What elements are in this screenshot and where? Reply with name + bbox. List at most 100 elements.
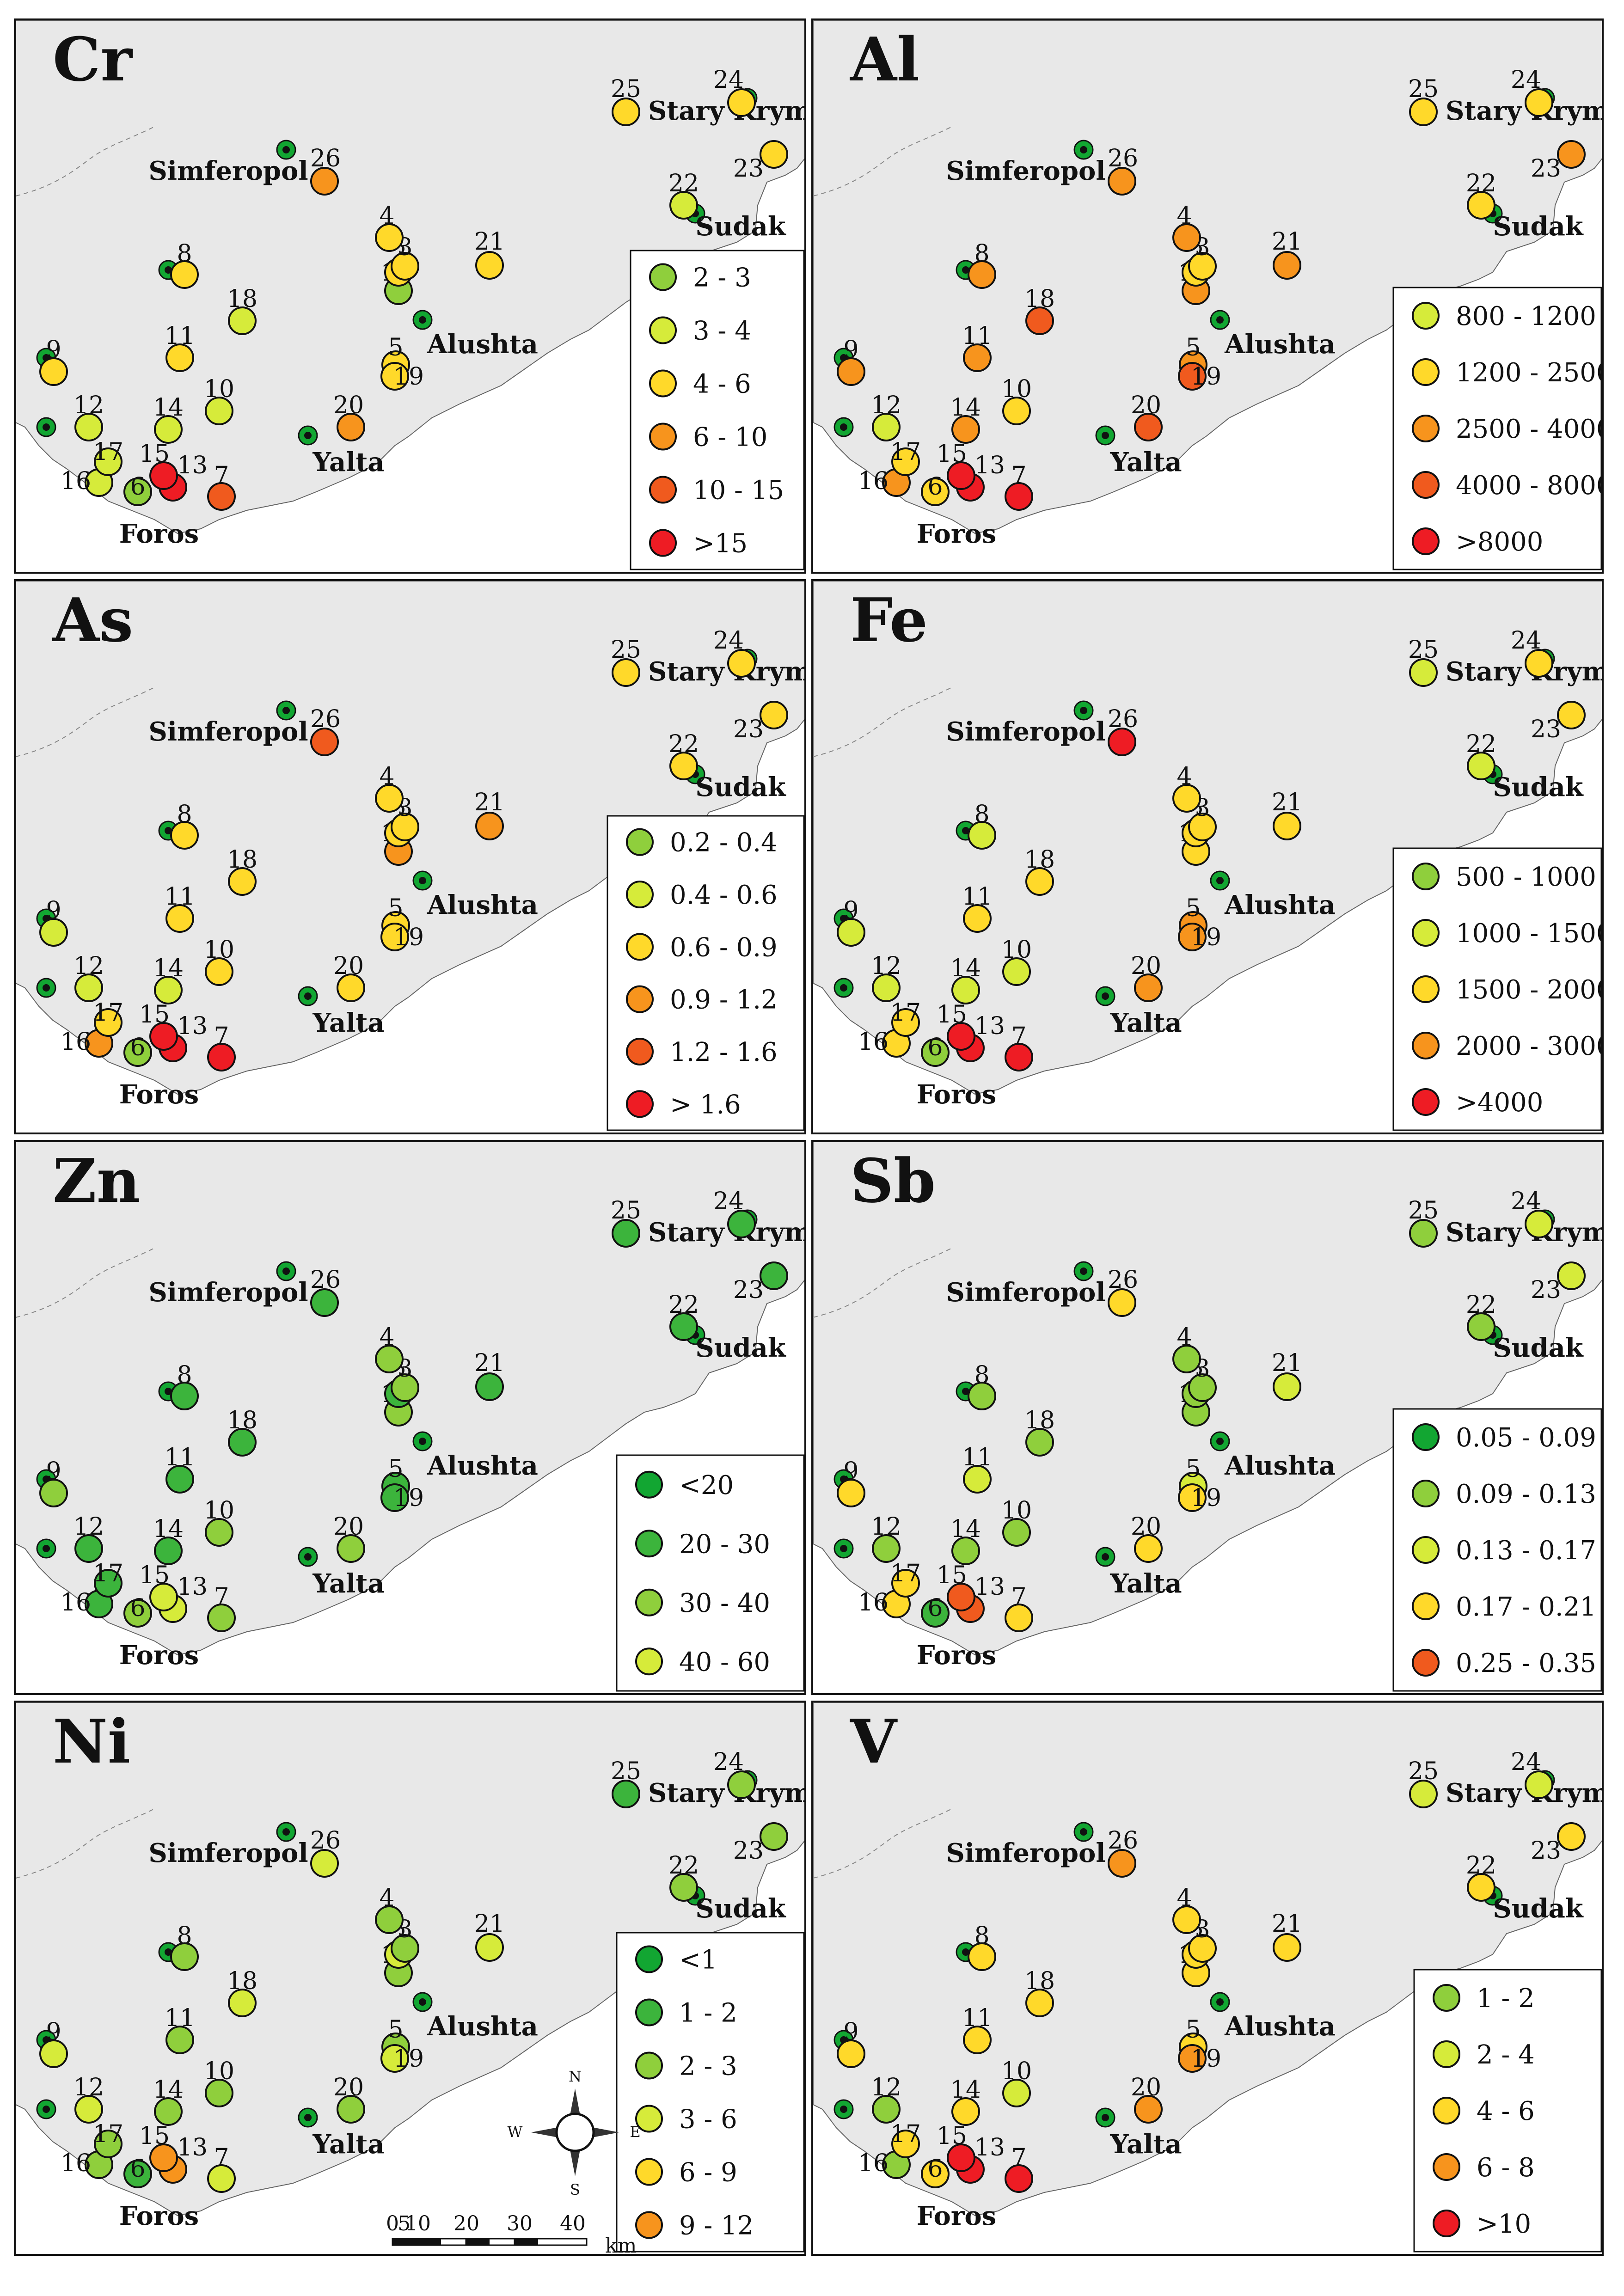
- city-label-yalta: Yalta: [312, 447, 384, 478]
- site-marker: [1172, 1905, 1201, 1934]
- site-number: 5: [1185, 2016, 1201, 2044]
- site-marker: [669, 752, 698, 780]
- city-label-alushta: Alushta: [427, 890, 538, 920]
- site-number: 20: [333, 392, 364, 419]
- legend-range-label: 0.05 - 0.09: [1456, 1423, 1596, 1453]
- legend-swatch: [635, 1998, 663, 2027]
- sampling-site-25: 25: [1408, 636, 1439, 687]
- site-marker: [963, 343, 992, 372]
- site-number: 9: [843, 1457, 858, 1485]
- site-number: 23: [1531, 1837, 1561, 1865]
- site-marker: [872, 974, 901, 1002]
- site-marker: [74, 1534, 103, 1563]
- site-marker: [727, 1210, 756, 1238]
- site-number: 25: [611, 1757, 641, 1785]
- sampling-site-24: 24: [713, 627, 756, 678]
- sampling-site-8: 8: [170, 1922, 199, 1971]
- site-marker: [951, 415, 980, 444]
- site-marker: [380, 2044, 409, 2073]
- site-marker: [727, 88, 756, 117]
- site-number: 4: [1177, 763, 1192, 790]
- legend: 0.2 - 0.4 0.4 - 0.6 0.6 - 0.9 0.9 - 1.2 1.2 …: [607, 815, 804, 1131]
- legend-swatch: [1433, 2097, 1460, 2125]
- site-number: 19: [1191, 924, 1221, 951]
- sampling-site-15: 15: [937, 1001, 975, 1051]
- legend-range-label: 10 - 15: [693, 476, 784, 506]
- element-title: Cr: [53, 24, 133, 95]
- site-marker: [1273, 1372, 1301, 1401]
- legend-swatch: [1412, 471, 1440, 499]
- site-marker: [891, 1008, 920, 1037]
- site-number: 17: [93, 2120, 123, 2148]
- site-number: 9: [46, 336, 61, 364]
- sampling-site-18: 18: [227, 1967, 257, 2017]
- reference-point: [298, 425, 318, 446]
- site-number: 22: [1466, 1291, 1496, 1319]
- site-marker: [669, 1312, 698, 1341]
- site-number: 10: [1001, 2057, 1032, 2085]
- sampling-site-8: 8: [170, 240, 199, 289]
- site-number: 13: [974, 452, 1005, 479]
- site-marker: [228, 1989, 257, 2017]
- legend-range-label: >8000: [1456, 527, 1543, 557]
- legend-range-label: 2500 - 4000: [1456, 414, 1604, 444]
- legend-range-label: 30 - 40: [679, 1588, 770, 1618]
- site-number: 14: [153, 955, 184, 982]
- site-number: 19: [1191, 1484, 1221, 1512]
- sampling-site-11: 11: [165, 2004, 195, 2054]
- sampling-site-3: 3: [1188, 794, 1217, 841]
- sampling-site-8: 8: [968, 240, 996, 289]
- reference-point: [1210, 1992, 1230, 2012]
- site-number: 26: [310, 1266, 341, 1294]
- site-number: 24: [1511, 627, 1541, 655]
- legend-range-label: 4 - 6: [1477, 2096, 1535, 2126]
- sampling-site-9: 9: [39, 897, 68, 947]
- legend-range-label: 800 - 1200: [1456, 301, 1596, 331]
- sampling-site-11: 11: [962, 1444, 993, 1494]
- sampling-site-11: 11: [165, 883, 195, 933]
- sampling-site-11: 11: [962, 322, 993, 372]
- sampling-site-20: 20: [333, 2074, 365, 2124]
- site-marker: [1002, 397, 1031, 425]
- site-marker: [149, 1022, 178, 1051]
- legend-range-label: 1.2 - 1.6: [670, 1037, 778, 1067]
- site-marker: [337, 974, 365, 1002]
- legend-swatch: [1412, 302, 1440, 330]
- reference-point: [36, 417, 56, 437]
- legend-swatch: [626, 1090, 654, 1118]
- legend-range-label: 2000 - 3000: [1456, 1031, 1604, 1061]
- sampling-site-15: 15: [139, 2122, 178, 2172]
- scale-tick-label: 10: [405, 2212, 431, 2235]
- compass-letter-e: E: [630, 2123, 640, 2141]
- legend-range-label: 0.25 - 0.35: [1456, 1648, 1596, 1678]
- reference-point: [1095, 986, 1115, 1006]
- reference-point: [298, 2107, 318, 2128]
- site-number: 5: [388, 334, 403, 361]
- sampling-site-25: 25: [1408, 75, 1439, 126]
- legend-swatch: [649, 263, 677, 291]
- city-label-foros: Foros: [119, 519, 199, 549]
- site-marker: [170, 821, 199, 850]
- site-marker: [1557, 140, 1586, 169]
- site-number: 8: [177, 240, 192, 268]
- sampling-site-18: 18: [227, 846, 257, 896]
- site-marker: [1525, 649, 1553, 678]
- site-marker: [205, 2079, 233, 2107]
- sampling-site-21: 21: [1272, 1910, 1302, 1962]
- sampling-site-4: 4: [1172, 202, 1201, 252]
- site-number: 6: [130, 2155, 145, 2183]
- reference-point: [1210, 870, 1230, 891]
- site-number: 10: [1001, 375, 1032, 403]
- sampling-site-10: 10: [1001, 375, 1032, 425]
- site-number: 15: [937, 1561, 967, 1589]
- site-marker: [337, 1534, 365, 1563]
- site-marker: [891, 2130, 920, 2158]
- reference-point: [36, 1538, 56, 1559]
- site-number: 12: [871, 2074, 901, 2101]
- city-label-sudak: Sudak: [695, 1333, 786, 1363]
- site-number: 10: [1001, 936, 1032, 964]
- site-number: 18: [1024, 1967, 1055, 1995]
- site-marker: [1108, 1849, 1136, 1878]
- site-marker: [1134, 2095, 1163, 2124]
- sampling-site-12: 12: [74, 2074, 104, 2124]
